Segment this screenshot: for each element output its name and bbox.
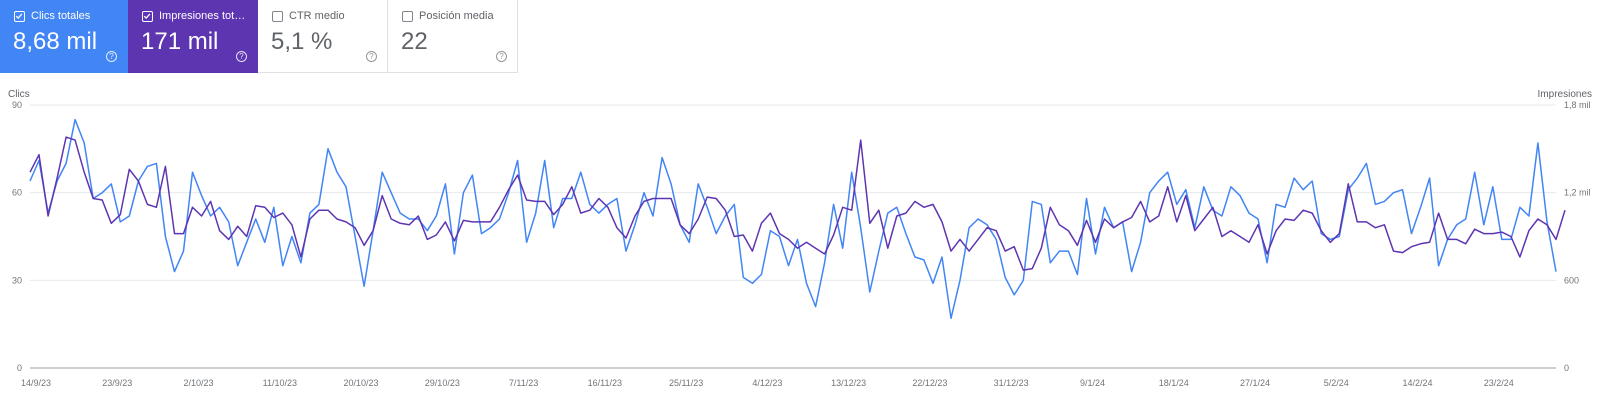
x-tick-label: 31/12/23 — [994, 378, 1029, 388]
metric-label: Clics totales — [31, 10, 91, 22]
x-tick-label: 13/12/23 — [831, 378, 866, 388]
help-icon[interactable]: ? — [236, 51, 247, 62]
right-axis-title: Impresiones — [1538, 89, 1592, 100]
metric-value: 171 mil — [141, 28, 219, 55]
x-tick-label: 11/10/23 — [263, 378, 297, 388]
metric-value: 8,68 mil — [13, 28, 98, 55]
checkbox-checked-icon[interactable] — [142, 11, 153, 22]
x-tick-label: 9/1/24 — [1080, 378, 1105, 388]
series-lines — [29, 118, 1566, 320]
impressions-series-line — [29, 136, 1566, 271]
metric-card-clicks[interactable]: Clics totales 8,68 mil ? — [0, 0, 128, 73]
performance-line-chart: Clics Impresiones 0 0 30 600 60 1,2 mil 90 1,8 … — [8, 89, 1592, 388]
x-tick-label: 23/9/23 — [102, 378, 132, 388]
right-tick-label: 0 — [1564, 363, 1569, 373]
left-tick-label: 0 — [17, 363, 22, 373]
x-tick-label: 25/11/23 — [669, 378, 703, 388]
metric-value: 22 — [401, 28, 428, 55]
x-tick-label: 23/2/24 — [1484, 378, 1514, 388]
x-tick-label: 16/11/23 — [588, 378, 622, 388]
metric-label: Impresiones total… — [159, 10, 251, 22]
x-tick-label: 5/2/24 — [1324, 378, 1349, 388]
x-tick-label: 29/10/23 — [425, 378, 460, 388]
left-tick-label: 60 — [12, 188, 22, 198]
metric-label: CTR medio — [289, 10, 345, 22]
left-tick-label: 90 — [12, 100, 22, 110]
help-icon[interactable]: ? — [106, 51, 117, 62]
help-icon[interactable]: ? — [496, 51, 507, 62]
gridlines — [30, 104, 1556, 369]
metric-card-ctr[interactable]: CTR medio 5,1 % ? — [258, 0, 388, 73]
right-tick-label: 1,8 mil — [1564, 100, 1591, 110]
axis-ticks: 0 0 30 600 60 1,2 mil 90 1,8 mil 14/9/23 23/9/23 2… — [12, 100, 1591, 388]
x-tick-label: 22/12/23 — [912, 378, 947, 388]
x-tick-label: 2/10/23 — [184, 378, 214, 388]
metric-card-impressions[interactable]: Impresiones total… 171 mil ? — [128, 0, 258, 73]
left-tick-label: 30 — [12, 275, 22, 285]
metric-value: 5,1 % — [271, 28, 333, 55]
help-icon[interactable]: ? — [366, 51, 377, 62]
x-tick-label: 20/10/23 — [344, 378, 379, 388]
metric-cards: Clics totales 8,68 mil ? Impresiones tot… — [0, 0, 518, 73]
x-tick-label: 18/1/24 — [1159, 378, 1189, 388]
right-tick-label: 1,2 mil — [1564, 188, 1591, 198]
x-tick-label: 7/11/23 — [509, 378, 538, 388]
metric-card-position[interactable]: Posición media 22 ? — [388, 0, 518, 73]
clicks-series-line — [29, 118, 1557, 320]
x-tick-label: 4/12/23 — [752, 378, 782, 388]
x-tick-label: 14/9/23 — [21, 378, 51, 388]
x-tick-label: 27/1/24 — [1240, 378, 1270, 388]
checkbox-unchecked-icon[interactable] — [402, 11, 413, 22]
x-tick-label: 14/2/24 — [1403, 378, 1433, 388]
left-axis-title: Clics — [8, 89, 30, 100]
checkbox-unchecked-icon[interactable] — [272, 11, 283, 22]
checkbox-checked-icon[interactable] — [14, 11, 25, 22]
right-tick-label: 600 — [1564, 275, 1579, 285]
metric-label: Posición media — [419, 10, 494, 22]
